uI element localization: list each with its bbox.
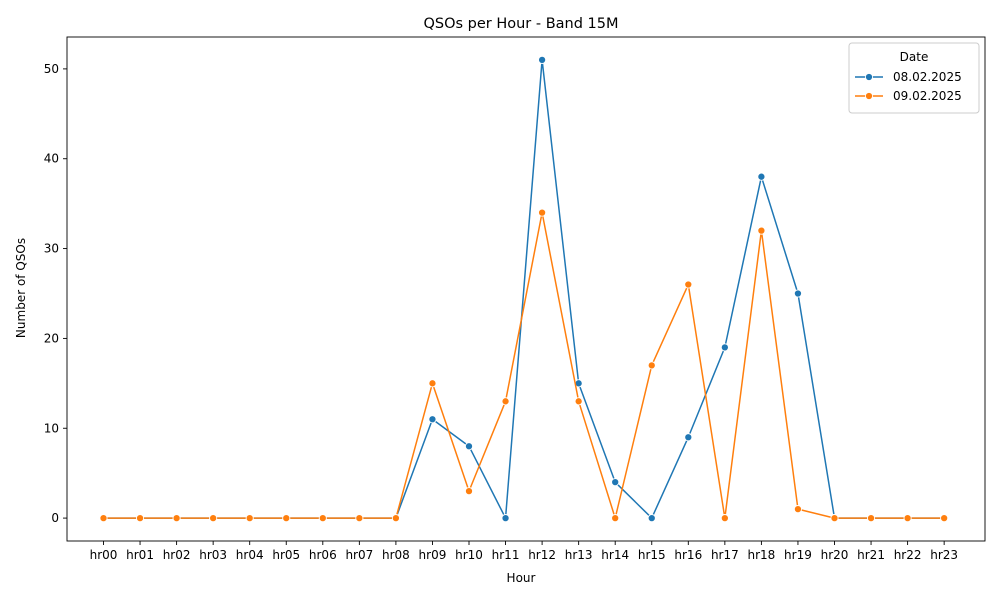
data-point-s2-hr07 xyxy=(355,514,364,523)
data-point-s2-hr03 xyxy=(209,514,218,523)
axes-frame xyxy=(66,36,986,542)
data-point-s2-hr18 xyxy=(757,226,766,235)
data-point-s2-hr21 xyxy=(867,514,876,523)
x-tick-label-hr13: hr13 xyxy=(565,548,593,562)
data-point-s1-hr11 xyxy=(501,514,510,523)
x-tick-label-hr08: hr08 xyxy=(382,548,410,562)
legend-marker-1 xyxy=(864,72,874,82)
x-tick-label-hr01: hr01 xyxy=(126,548,154,562)
data-point-s2-hr23 xyxy=(940,514,949,523)
legend-marker-2 xyxy=(864,91,874,101)
legend-label-2: 09.02.2025 xyxy=(893,89,962,103)
data-point-s2-hr12 xyxy=(538,208,547,217)
data-point-s1-hr09 xyxy=(428,415,437,424)
x-tick-label-hr11: hr11 xyxy=(492,548,520,562)
x-tick-label-hr18: hr18 xyxy=(747,548,775,562)
x-tick-label-hr20: hr20 xyxy=(821,548,849,562)
y-tick-label-30: 30 xyxy=(44,242,59,256)
x-tick-label-hr04: hr04 xyxy=(236,548,264,562)
data-point-s2-hr08 xyxy=(391,514,400,523)
x-tick-label-hr14: hr14 xyxy=(601,548,629,562)
legend: Date 08.02.2025 09.02.2025 xyxy=(848,42,980,114)
data-point-s2-hr01 xyxy=(135,514,145,523)
x-tick-label-hr06: hr06 xyxy=(309,548,337,562)
chart-title: QSOs per Hour - Band 15M xyxy=(423,16,618,32)
data-point-s1-hr19 xyxy=(793,289,803,298)
y-tick-label-20: 20 xyxy=(44,331,59,345)
data-point-s2-hr15 xyxy=(647,361,656,370)
data-point-s2-hr20 xyxy=(830,514,839,523)
data-point-s2-hr05 xyxy=(282,514,291,523)
legend-label-1: 08.02.2025 xyxy=(893,70,962,84)
data-point-s2-hr09 xyxy=(428,379,437,388)
data-point-s2-hr14 xyxy=(611,514,620,523)
data-point-s2-hr10 xyxy=(464,487,474,496)
x-tick-label-hr10: hr10 xyxy=(455,548,483,562)
y-axis-title: Number of QSOs xyxy=(14,238,28,338)
x-tick-label-hr07: hr07 xyxy=(345,548,373,562)
data-point-s1-hr17 xyxy=(720,343,729,352)
x-tick-label-hr22: hr22 xyxy=(894,548,922,562)
x-tick-label-hr02: hr02 xyxy=(163,548,191,562)
legend-title: Date xyxy=(900,50,929,64)
x-tick-label-hr09: hr09 xyxy=(419,548,447,562)
data-point-s2-hr06 xyxy=(318,514,327,523)
data-point-s2-hr19 xyxy=(793,505,803,514)
data-point-s2-hr22 xyxy=(903,514,912,523)
data-point-s2-hr13 xyxy=(574,397,583,406)
x-axis-title: Hour xyxy=(507,571,536,585)
data-point-s1-hr10 xyxy=(464,442,474,451)
x-tick-label-hr03: hr03 xyxy=(199,548,227,562)
data-point-s1-hr12 xyxy=(538,55,547,64)
x-tick-label-hr15: hr15 xyxy=(638,548,666,562)
data-point-s2-hr16 xyxy=(684,280,693,289)
data-point-s2-hr17 xyxy=(720,514,729,523)
data-point-s2-hr04 xyxy=(245,514,254,523)
x-tick-label-hr19: hr19 xyxy=(784,548,812,562)
x-tick-label-hr12: hr12 xyxy=(528,548,556,562)
plot-area: hr00 hr01 hr02 hr03 hr04 hr05 hr06 hr07 hr08 hr09… xyxy=(44,36,986,562)
y-tick-label-10: 10 xyxy=(44,421,59,435)
data-point-s2-hr02 xyxy=(172,514,181,523)
data-point-s2-hr00 xyxy=(99,514,108,523)
x-tick-label-hr21: hr21 xyxy=(857,548,885,562)
data-point-s1-hr14 xyxy=(611,478,620,487)
x-tick-label-hr23: hr23 xyxy=(930,548,958,562)
x-tick-label-hr17: hr17 xyxy=(711,548,739,562)
data-point-s1-hr16 xyxy=(684,433,693,442)
x-tick-label-hr00: hr00 xyxy=(90,548,118,562)
x-tick-label-hr05: hr05 xyxy=(272,548,300,562)
y-tick-label-40: 40 xyxy=(44,152,59,166)
y-tick-label-50: 50 xyxy=(44,62,59,76)
data-point-s2-hr11 xyxy=(501,397,510,406)
y-tick-label-0: 0 xyxy=(51,511,59,525)
x-tick-label-hr16: hr16 xyxy=(674,548,702,562)
data-point-s1-hr15 xyxy=(647,514,656,523)
data-point-s1-hr18 xyxy=(757,172,766,181)
series-line-2 xyxy=(103,211,945,519)
